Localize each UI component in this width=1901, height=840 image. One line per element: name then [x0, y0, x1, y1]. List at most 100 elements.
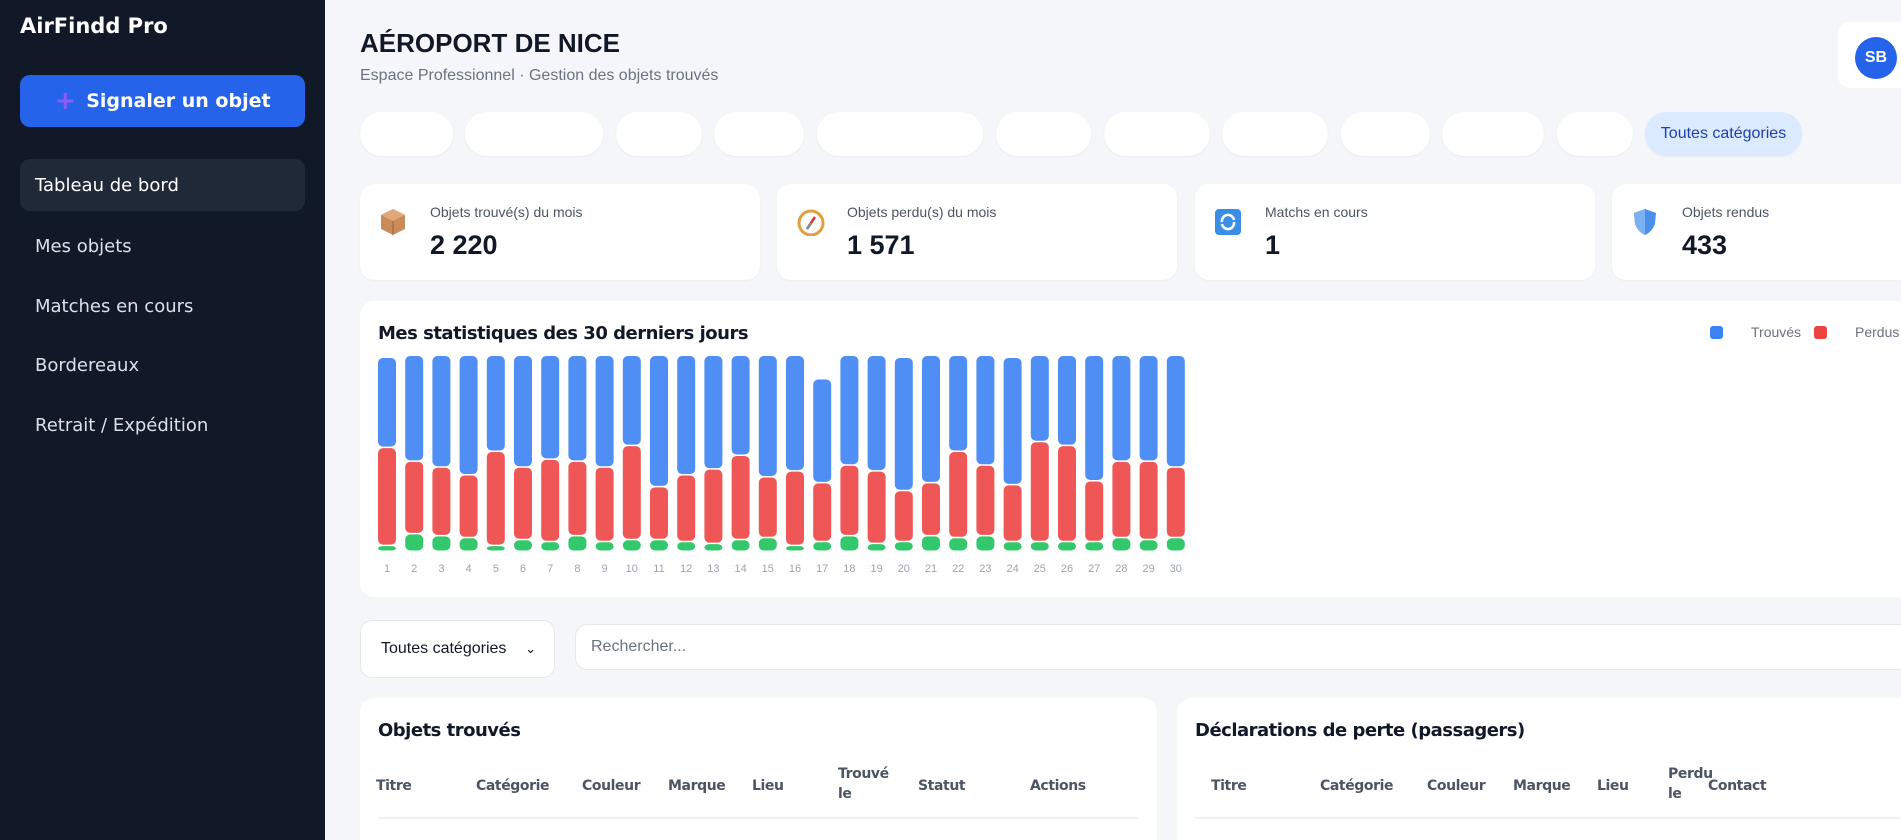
column-header[interactable]: Marque — [1513, 778, 1571, 794]
x-tick-label: 20 — [898, 563, 910, 575]
search-input[interactable] — [575, 624, 1901, 670]
column-header[interactable]: Lieu — [1597, 778, 1629, 794]
stat-card-returned: Objets rendus 433 — [1612, 184, 1901, 280]
category-chip[interactable] — [996, 112, 1091, 156]
bar-lost-8 — [568, 461, 587, 535]
x-tick-label: 8 — [574, 563, 580, 575]
column-header[interactable]: Trouvé le — [838, 766, 889, 802]
x-tick-label: 7 — [547, 563, 553, 575]
category-chip[interactable] — [714, 112, 804, 156]
category-chip[interactable] — [1104, 112, 1210, 156]
bar-lost-20 — [894, 491, 913, 541]
sidebar-item-withdrawal[interactable]: Retrait / Expédition — [35, 414, 209, 436]
bar-found-1 — [378, 357, 396, 447]
bar-lost-24 — [1003, 485, 1022, 541]
category-chip[interactable] — [616, 112, 702, 156]
bar-lost-19 — [867, 471, 886, 543]
bar-lost-26 — [1058, 446, 1076, 541]
category-chip[interactable] — [1557, 112, 1633, 156]
column-header[interactable]: Titre — [1211, 778, 1247, 794]
x-tick-label: 11 — [653, 563, 664, 575]
found-objects-card: Objets trouvés Titre Catégorie Couleur Marq… — [360, 698, 1157, 840]
plus-icon: + — [54, 86, 77, 116]
bar-found-22 — [949, 356, 968, 451]
x-tick-label: 5 — [493, 563, 499, 575]
bar-lost-1 — [378, 448, 396, 545]
category-chip[interactable] — [1442, 112, 1544, 156]
bar-lost-17 — [813, 483, 832, 541]
x-tick-label: 26 — [1061, 563, 1073, 575]
bar-third-23 — [976, 536, 995, 551]
column-header[interactable]: Contact — [1708, 778, 1767, 794]
report-object-button[interactable]: + Signaler un objet — [20, 75, 305, 127]
stacked-bar-chart: 1 2 3 4 5 6 7 8 9 10 11 12 13 14 15 16 17 18 19 20 21 22 23 24 2… — [378, 356, 1185, 575]
bar-found-5 — [486, 356, 505, 451]
x-tick-label: 9 — [602, 563, 608, 575]
bar-lost-18 — [840, 465, 859, 535]
bar-lost-4 — [459, 475, 478, 537]
bar-third-19 — [867, 544, 886, 551]
sidebar-item-my-objects[interactable]: Mes objets — [35, 235, 132, 257]
bar-third-28 — [1112, 538, 1131, 551]
bar-lost-29 — [1139, 461, 1158, 539]
package-icon — [380, 208, 408, 236]
column-header[interactable]: Couleur — [1427, 778, 1486, 794]
sidebar-item-dashboard[interactable]: Tableau de bord — [20, 159, 305, 211]
x-tick-label: 24 — [1006, 563, 1018, 575]
column-header[interactable]: Couleur — [582, 778, 641, 794]
bar-lost-15 — [758, 477, 777, 537]
category-select[interactable]: Toutes catégories ⌄ — [360, 620, 555, 678]
x-tick-label: 19 — [870, 563, 882, 575]
column-header[interactable]: Statut — [918, 778, 966, 794]
sidebar-item-matches[interactable]: Matches en cours — [35, 295, 194, 317]
bar-found-10 — [622, 356, 641, 445]
column-header[interactable]: Titre — [376, 778, 412, 794]
column-header[interactable]: Catégorie — [476, 778, 550, 794]
category-chip-all[interactable]: Toutes catégories — [1645, 112, 1802, 156]
x-tick-label: 4 — [466, 563, 472, 575]
bar-found-12 — [677, 356, 696, 475]
column-header[interactable]: Perdu le — [1668, 766, 1713, 802]
sidebar-item-bordereaux[interactable]: Bordereaux — [35, 354, 140, 376]
bar-found-20 — [894, 357, 913, 490]
x-tick-label: 22 — [952, 563, 964, 575]
bar-third-5 — [486, 546, 505, 551]
bar-lost-9 — [595, 467, 614, 541]
bar-third-29 — [1139, 540, 1158, 551]
bar-found-4 — [459, 356, 478, 475]
column-header[interactable]: Catégorie — [1320, 778, 1394, 794]
bar-lost-2 — [405, 461, 424, 533]
chart-card — [360, 301, 1901, 597]
bar-found-8 — [568, 356, 587, 461]
category-chip[interactable] — [1341, 112, 1430, 156]
x-tick-label: 15 — [762, 563, 774, 575]
column-header[interactable]: Lieu — [752, 778, 784, 794]
bar-third-22 — [949, 538, 968, 551]
bar-third-26 — [1058, 542, 1076, 551]
x-tick-label: 25 — [1034, 563, 1046, 575]
column-header[interactable]: Actions — [1030, 778, 1086, 794]
x-tick-label: 3 — [438, 563, 444, 575]
bar-lost-21 — [922, 483, 940, 535]
legend-item-found: Trouvés — [1710, 324, 1801, 340]
column-header[interactable]: Marque — [668, 778, 726, 794]
bar-third-7 — [541, 542, 560, 551]
bar-lost-30 — [1166, 467, 1185, 537]
stat-value: 1 — [1265, 230, 1281, 260]
bar-third-21 — [922, 536, 940, 551]
bar-lost-3 — [432, 467, 451, 535]
x-tick-label: 28 — [1115, 563, 1127, 575]
stat-label: Objets perdu(s) du mois — [847, 204, 997, 220]
bar-third-18 — [840, 536, 859, 551]
bar-found-14 — [731, 356, 750, 455]
avatar[interactable]: SB — [1855, 37, 1897, 79]
category-chip[interactable] — [465, 112, 603, 156]
stat-label: Objets rendus — [1682, 204, 1770, 220]
x-tick-label: 12 — [680, 563, 692, 575]
category-chip[interactable] — [817, 112, 983, 156]
bar-found-29 — [1139, 356, 1158, 461]
bar-lost-13 — [704, 469, 723, 543]
category-chip[interactable] — [360, 112, 453, 156]
refresh-icon — [1215, 208, 1243, 236]
category-chip[interactable] — [1222, 112, 1328, 156]
